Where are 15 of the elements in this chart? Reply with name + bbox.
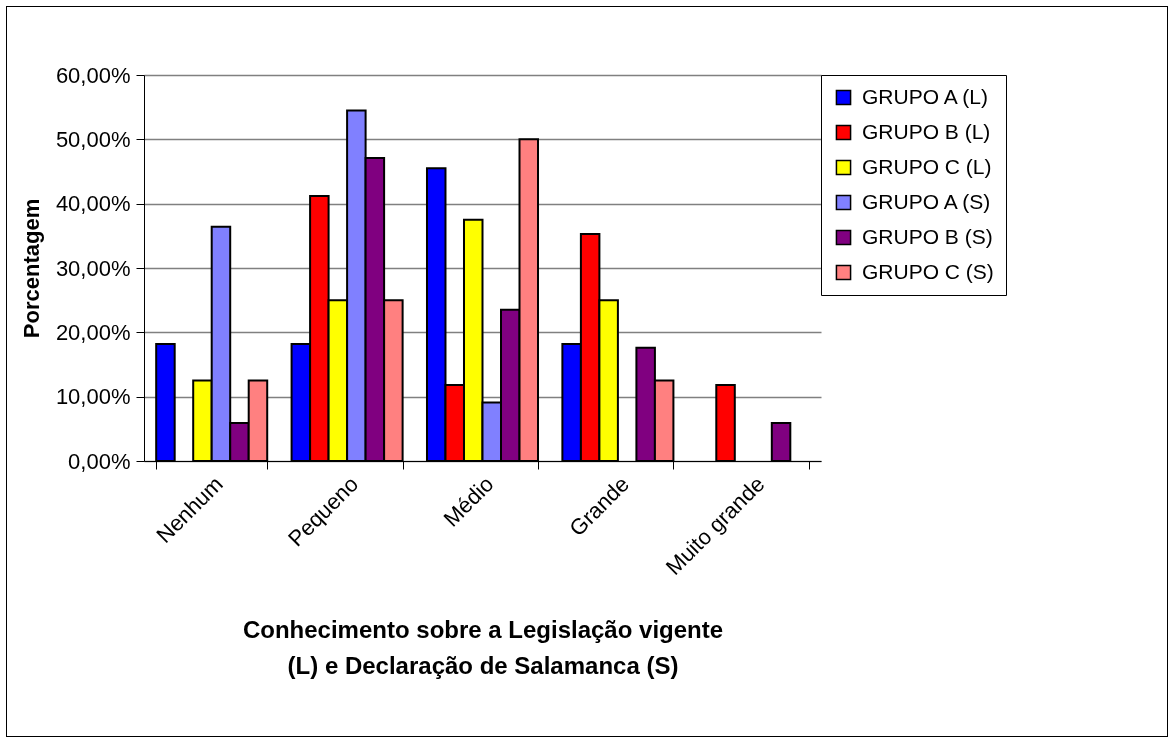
y-tick-label: 50,00% [55,126,131,152]
legend-label: GRUPO C (L) [862,154,992,178]
legend-label: GRUPO B (S) [862,224,993,248]
y-tick-label: 40,00% [55,191,131,217]
x-axis-title: Conhecimento sobre a Legislação vigente (L) e Declaração de Salamanca (S) [242,616,724,680]
y-tick-label: 10,00% [55,384,131,410]
y-tick-label: 60,00% [55,62,131,88]
y-axis-title: Porcentagem [18,198,44,339]
y-tick-label: 0,00% [68,448,131,474]
legend-label: GRUPO A (L) [862,84,989,108]
y-tick-label: 20,00% [55,319,131,345]
y-tick-label: 30,00% [55,255,131,281]
legend-label: GRUPO B (L) [862,119,991,143]
legend-label: GRUPO C (S) [862,259,994,283]
legend-label: GRUPO A (S) [862,189,991,213]
